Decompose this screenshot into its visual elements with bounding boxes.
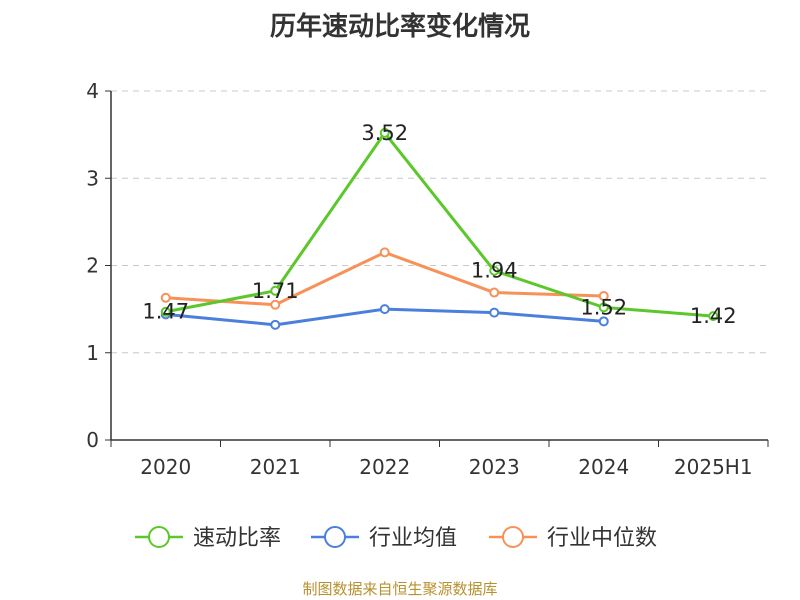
data-labels: 1.47 1.71 3.52 1.94 1.52 1.42 (142, 121, 736, 328)
legend-label: 行业中位数 (547, 526, 657, 551)
legend-label: 速动比率 (193, 526, 281, 551)
data-point (489, 265, 500, 276)
legend: 速动比率 行业均值 行业中位数 (135, 526, 657, 551)
legend-marker (502, 526, 524, 548)
data-label: 1.52 (580, 295, 627, 319)
data-point (379, 304, 390, 315)
data-label: 1.71 (252, 279, 299, 303)
x-tick-label: 2021 (250, 455, 301, 479)
data-point (708, 311, 719, 322)
data-label: 3.52 (361, 121, 408, 145)
x-axis-ticks: 2020 2021 2022 2023 2024 2025H1 (110, 440, 769, 479)
y-tick-label: 2 (86, 254, 99, 278)
data-point (270, 319, 281, 330)
data-point (379, 247, 390, 258)
legend-item: 行业中位数 (489, 526, 657, 551)
data-label: 1.42 (690, 304, 737, 328)
y-tick-label: 0 (86, 428, 99, 452)
data-point (379, 127, 390, 138)
x-tick-label: 2024 (578, 455, 629, 479)
data-point (598, 316, 609, 327)
y-tick-label: 4 (86, 79, 99, 103)
data-point (489, 287, 500, 298)
data-point (598, 291, 609, 302)
legend-label: 行业均值 (369, 526, 457, 551)
y-tick-label: 3 (86, 166, 99, 190)
data-label: 1.47 (142, 300, 189, 324)
axes (110, 91, 768, 441)
data-point (270, 285, 281, 296)
data-point (160, 292, 171, 303)
series-line (165, 250, 604, 307)
data-label: 1.94 (471, 259, 518, 283)
y-tick-label: 1 (86, 341, 99, 365)
data-point (270, 299, 281, 310)
y-axis-ticks: 0 1 2 3 4 (86, 79, 111, 452)
series-lines (160, 127, 719, 330)
data-point (598, 302, 609, 313)
legend-item: 速动比率 (135, 526, 281, 551)
x-tick-label: 2020 (140, 455, 191, 479)
legend-item: 行业均值 (311, 526, 457, 551)
legend-marker (324, 526, 346, 548)
data-point (160, 306, 171, 317)
data-point (489, 307, 500, 318)
x-tick-label: 2022 (359, 455, 410, 479)
legend-marker (148, 526, 170, 548)
source-note: 制图数据来自恒生聚源数据库 (302, 580, 498, 598)
chart-title: 历年速动比率变化情况 (269, 12, 530, 42)
x-tick-label: 2025H1 (674, 455, 753, 479)
series-line (165, 131, 714, 318)
x-tick-label: 2023 (469, 455, 520, 479)
